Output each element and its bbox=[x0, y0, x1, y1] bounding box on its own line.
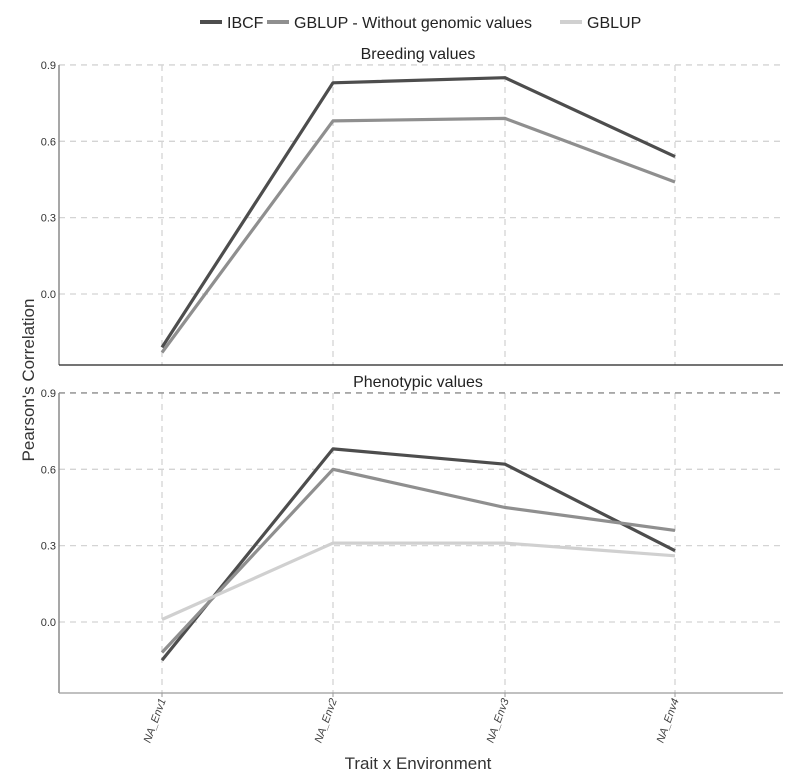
series-line-gblup-without-genomic-values bbox=[160, 116, 676, 354]
series-line-gblup-without-genomic-values bbox=[160, 467, 676, 654]
panel-breeding-values: 0.0 0.3 0.6 0.9 bbox=[41, 60, 783, 366]
series-line-gblup bbox=[161, 541, 676, 621]
legend-label-ibcf: IBCF bbox=[227, 15, 264, 32]
y-tick-label: 0.6 bbox=[41, 136, 56, 148]
y-tick-label: 0.0 bbox=[41, 617, 56, 629]
y-tick-label: 0.9 bbox=[41, 388, 56, 400]
legend-label-gblup-without: GBLUP - Without genomic values bbox=[294, 15, 532, 32]
y-tick-label: 0.3 bbox=[41, 541, 56, 553]
series-line-ibcf bbox=[160, 76, 676, 349]
legend-label-gblup: GBLUP bbox=[587, 15, 641, 32]
x-tick-label: NA_Env1 bbox=[142, 697, 169, 745]
y-axis-title: Pearson's Correlation bbox=[19, 299, 38, 462]
y-tick-label: 0.9 bbox=[41, 60, 56, 72]
series-line-ibcf bbox=[160, 447, 676, 662]
x-axis-ticks: NA_Env1 NA_Env2 NA_Env3 NA_Env4 bbox=[142, 693, 682, 745]
x-tick-label: NA_Env3 bbox=[485, 696, 512, 745]
y-tick-label: 0.0 bbox=[41, 289, 56, 301]
legend: IBCF GBLUP - Without genomic values GBLU… bbox=[200, 15, 641, 32]
y-tick-label: 0.6 bbox=[41, 464, 56, 476]
panel-title-breeding: Breeding values bbox=[361, 46, 476, 63]
panel-phenotypic-values: 0.0 0.3 0.6 0.9 bbox=[41, 388, 783, 694]
x-tick-label: NA_Env2 bbox=[313, 697, 340, 745]
x-axis-title: Trait x Environment bbox=[345, 754, 492, 773]
panel-title-phenotypic: Phenotypic values bbox=[353, 374, 483, 391]
x-tick-label: NA_Env4 bbox=[655, 697, 682, 745]
y-tick-label: 0.3 bbox=[41, 213, 56, 225]
